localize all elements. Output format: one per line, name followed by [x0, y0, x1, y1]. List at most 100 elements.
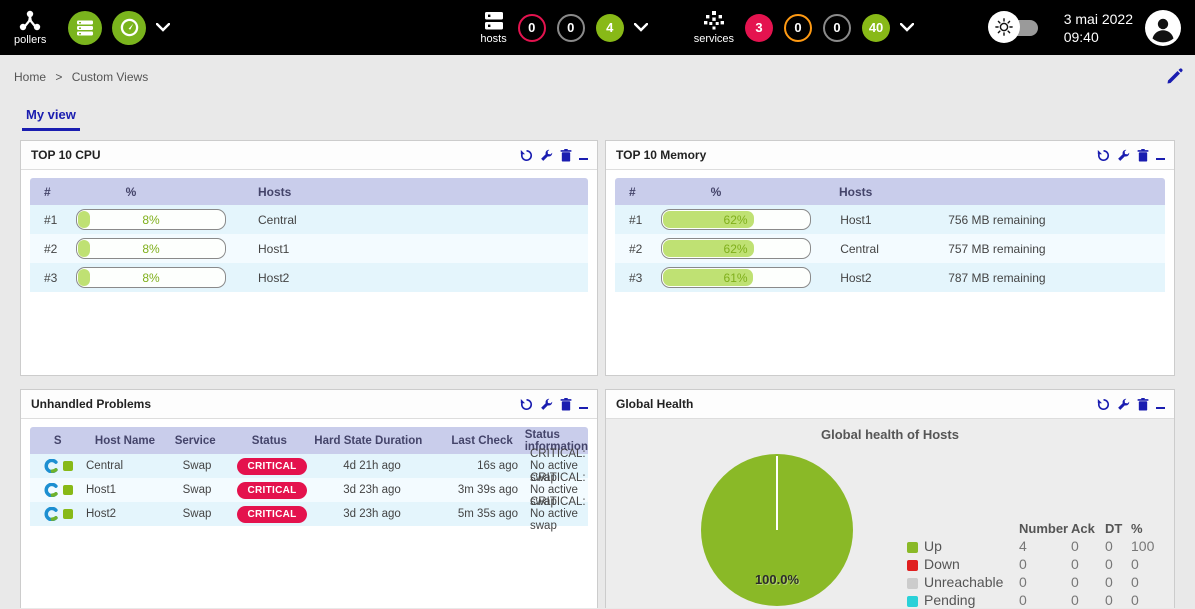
- centreon-logo-icon[interactable]: [44, 507, 58, 521]
- centreon-logo-icon[interactable]: [44, 483, 58, 497]
- trash-icon[interactable]: [1137, 397, 1149, 411]
- centreon-logo-icon[interactable]: [44, 459, 58, 473]
- host-link[interactable]: Host1: [258, 241, 290, 256]
- wrench-icon[interactable]: [1117, 149, 1130, 162]
- wrench-icon[interactable]: [1117, 398, 1130, 411]
- table-row: #2 8% Host1: [30, 234, 588, 263]
- table-row: Host1 Swap CRITICAL 3d 23h ago 3m 39s ag…: [30, 472, 588, 508]
- breadcrumb-current[interactable]: Custom Views: [71, 70, 149, 84]
- services-chevron-down-icon[interactable]: [900, 23, 915, 32]
- last-check-cell: 3m 39s ago: [457, 484, 518, 496]
- minimize-icon[interactable]: [579, 398, 589, 410]
- top-navigation-bar: pollers hosts 0 0 4 services 3 0 0 40: [0, 0, 1195, 55]
- services-ok-counter[interactable]: 40: [862, 13, 891, 42]
- col-duration: Hard State Duration: [314, 434, 423, 447]
- refresh-icon[interactable]: [1097, 398, 1110, 411]
- table-row: Host2 Swap CRITICAL 3d 23h ago 5m 35s ag…: [30, 496, 588, 532]
- trash-icon[interactable]: [560, 148, 572, 162]
- memory-remaining: 756 MB remaining: [948, 212, 1046, 227]
- col-service: Service: [174, 434, 216, 447]
- legend-col-number: Number: [1019, 520, 1069, 536]
- table-row: #1 8% Central: [30, 205, 588, 234]
- services-icon: [703, 10, 725, 31]
- table-row: #2 62% Central 757 MB remaining: [615, 234, 1165, 263]
- services-menu[interactable]: services: [693, 10, 735, 45]
- memory-usage-bar: 62%: [660, 209, 811, 230]
- services-label: services: [693, 32, 735, 45]
- wrench-icon[interactable]: [540, 398, 553, 411]
- col-rank: #: [629, 184, 636, 199]
- hosts-label: hosts: [480, 32, 507, 45]
- hosts-unreachable-counter[interactable]: 0: [556, 13, 585, 42]
- breadcrumb: Home > Custom Views: [14, 70, 148, 84]
- legend-row-down: Down 0 0 0 0: [906, 555, 1170, 573]
- host-link[interactable]: Central: [258, 212, 297, 227]
- theme-toggle[interactable]: [987, 10, 1038, 43]
- panel-title: TOP 10 CPU: [31, 148, 101, 162]
- breadcrumb-separator: >: [55, 70, 63, 84]
- breadcrumb-home[interactable]: Home: [14, 70, 47, 84]
- global-health-chart: Global health of Hosts 100.0% Number Ack…: [606, 419, 1174, 608]
- hosts-chevron-down-icon[interactable]: [633, 23, 648, 32]
- host-status-up-square: [62, 485, 73, 495]
- panel-header: Global Health: [606, 390, 1174, 419]
- pollers-menu[interactable]: pollers: [14, 10, 46, 46]
- tab-my-view[interactable]: My view: [22, 107, 80, 131]
- col-status-information: Status information: [524, 428, 588, 453]
- host-link[interactable]: Central: [86, 460, 124, 472]
- hosts-menu[interactable]: hosts: [480, 11, 507, 45]
- host-link[interactable]: Host2: [86, 508, 117, 520]
- panel-top10-memory: TOP 10 Memory # % Hosts #1 62% Host1 756…: [605, 140, 1175, 376]
- trash-icon[interactable]: [1137, 148, 1149, 162]
- hosts-down-counter[interactable]: 0: [517, 13, 546, 42]
- cpu-usage-bar: 8%: [76, 209, 226, 230]
- chart-title: Global health of Hosts: [821, 427, 959, 442]
- clock: 3 mai 2022 09:40: [1064, 10, 1133, 46]
- pollers-chevron-down-icon[interactable]: [156, 23, 171, 32]
- host-link[interactable]: Host1: [86, 484, 117, 496]
- host-link[interactable]: Central: [840, 241, 879, 256]
- wrench-icon[interactable]: [540, 149, 553, 162]
- rank-cell: #1: [44, 212, 58, 227]
- host-link[interactable]: Host2: [840, 270, 872, 285]
- services-warning-counter[interactable]: 0: [784, 13, 813, 42]
- hosts-health-pie[interactable]: 100.0%: [701, 454, 853, 606]
- pending-swatch: [907, 595, 918, 607]
- rank-cell: #3: [44, 270, 58, 285]
- service-link[interactable]: Swap: [182, 460, 212, 472]
- legend-row-unreachable: Unreachable 0 0 0 0: [906, 573, 1170, 591]
- gauge-icon: [120, 18, 139, 37]
- legend-row-up: Up 4 0 0 100: [906, 537, 1170, 555]
- edit-view-pencil-icon[interactable]: [1166, 68, 1183, 85]
- panel-header: Unhandled Problems: [21, 390, 597, 419]
- time-text: 09:40: [1063, 28, 1099, 45]
- brightness-icon: [987, 10, 1020, 43]
- service-link[interactable]: Swap: [182, 484, 212, 496]
- panel-unhandled-problems: Unhandled Problems S Host Name Service S…: [20, 389, 598, 608]
- poller-list-button[interactable]: [68, 10, 103, 45]
- minimize-icon[interactable]: [579, 149, 589, 161]
- host-link[interactable]: Host1: [840, 212, 872, 227]
- hosts-up-counter[interactable]: 4: [595, 13, 624, 42]
- pie-percent-label: 100.0%: [754, 572, 800, 587]
- rank-cell: #3: [629, 270, 643, 285]
- services-unknown-counter[interactable]: 0: [823, 13, 852, 42]
- refresh-icon[interactable]: [520, 398, 533, 411]
- table-row: #1 62% Host1 756 MB remaining: [615, 205, 1165, 234]
- up-swatch: [907, 541, 918, 553]
- table-row: #3 8% Host2: [30, 263, 588, 292]
- minimize-icon[interactable]: [1156, 149, 1166, 161]
- minimize-icon[interactable]: [1156, 398, 1166, 410]
- duration-cell: 4d 21h ago: [343, 460, 401, 472]
- services-critical-counter[interactable]: 3: [745, 13, 774, 42]
- trash-icon[interactable]: [560, 397, 572, 411]
- last-check-cell: 16s ago: [477, 460, 518, 472]
- user-avatar[interactable]: [1145, 9, 1181, 46]
- pollers-icon: [18, 10, 42, 32]
- refresh-icon[interactable]: [520, 149, 533, 162]
- host-link[interactable]: Host2: [258, 270, 290, 285]
- poller-latency-button[interactable]: [112, 10, 147, 45]
- refresh-icon[interactable]: [1097, 149, 1110, 162]
- cpu-table-header: # % Hosts: [30, 178, 588, 205]
- service-link[interactable]: Swap: [182, 508, 212, 520]
